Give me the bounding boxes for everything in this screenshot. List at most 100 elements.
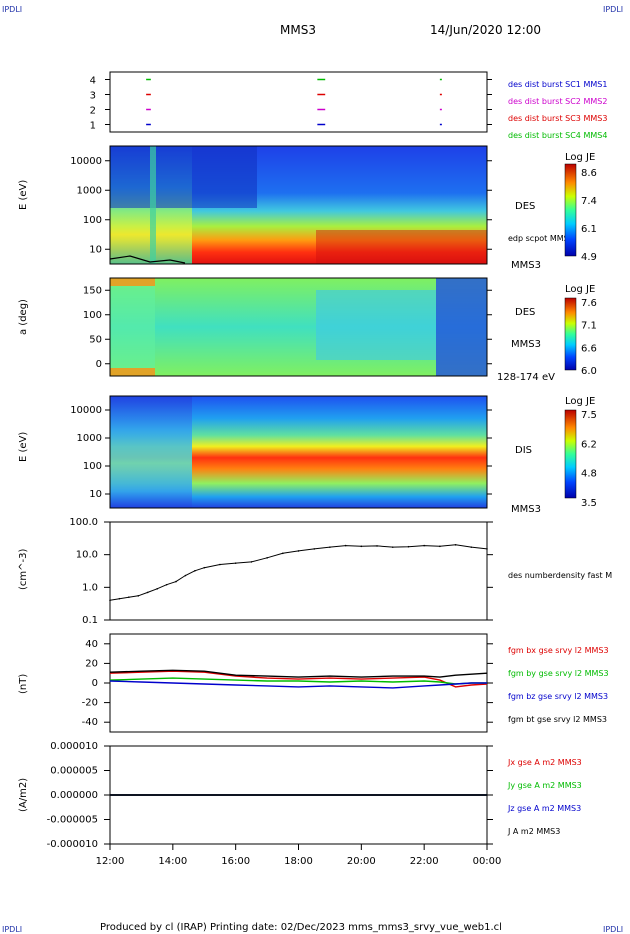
current-tick-label: 0.000005 [50, 766, 98, 777]
dis-energy-cb-tick: 3.5 [581, 498, 597, 509]
pitch-cb-tick: 7.6 [581, 298, 597, 309]
density-point [184, 574, 187, 577]
current-tick-label: 0.000010 [50, 741, 98, 752]
bfield-tick-label: -20 [82, 698, 98, 709]
pitch-tick-label: 0 [96, 359, 102, 370]
des-energy-label: DES [515, 201, 535, 212]
dis-energy-cb-tick: 4.8 [581, 469, 597, 480]
density-point [439, 545, 441, 548]
bfield-tick-label: 20 [85, 658, 98, 669]
dis-energy-tick-label: 100 [83, 461, 102, 472]
pitch-cb-tick: 6.0 [581, 366, 597, 377]
bfield-series-line [109, 677, 487, 685]
bfield-series-line [109, 670, 488, 688]
dis-energy-tick-label: 1000 [77, 433, 102, 444]
corner-label-bl: IPDLI [2, 925, 22, 934]
density-point [329, 546, 331, 548]
des-energy-cb-tick: 4.9 [581, 252, 597, 263]
burst-legend-entry: des dist burst SC2 MMS2 [508, 97, 607, 106]
density-point [376, 545, 378, 547]
dis-sc-label: MMS3 [511, 504, 541, 515]
current-tick-label: -0.000010 [47, 839, 98, 850]
panel-burst: 1 2 3 4 des dist burst SC1 MMS1 des dist bur… [90, 71, 607, 140]
dis-energy-tick-label: 10 [89, 489, 102, 500]
x-tick-label: 12:00 [96, 856, 125, 867]
burst-tick-label: 4 [90, 76, 96, 87]
bfield-tick-label: 0 [92, 678, 98, 689]
des-energy-cb-tick: 8.6 [581, 168, 597, 179]
density-legend-entry: des numberdensity fast M [508, 571, 612, 580]
des-energy-ylabel: E (eV) [18, 180, 29, 210]
density-point [137, 595, 140, 597]
pitch-des-label: DES [515, 307, 535, 318]
panel-dis-energy: E (eV) 10 100 1000 10000 DIS MMS3 Log JE 7.… [18, 395, 597, 515]
bfield-series-line [109, 669, 488, 678]
density-tick-label: 0.1 [82, 615, 98, 626]
pitch-tick-label: 50 [89, 334, 102, 345]
dis-energy-cb-tick: 7.5 [581, 410, 597, 421]
current-ylabel: (A/m2) [18, 778, 29, 812]
density-point [146, 591, 149, 594]
des-energy-tick-label: 10 [89, 244, 102, 255]
density-point [486, 548, 488, 550]
footer-text: Produced by cl (IRAP) Printing date: 02/… [100, 922, 502, 933]
burst-tick-label: 1 [90, 121, 96, 132]
pitch-ylabel: a (deg) [18, 299, 29, 335]
current-legend-entry: Jx gse A m2 MMS3 [507, 758, 582, 767]
density-point [281, 552, 284, 555]
dis-cb-title: Log JE [565, 396, 595, 407]
des-energy-tick-label: 10000 [70, 156, 102, 167]
density-point [194, 570, 196, 572]
corner-label-tl: IPDLI [2, 5, 22, 14]
burst-tick-label: 2 [90, 106, 96, 117]
density-ylabel: (cm^-3) [18, 549, 29, 590]
panel-des-energy: E (eV) 10 100 1000 10000 DES edp scpot MMS3… [18, 145, 597, 271]
density-point [391, 546, 394, 548]
spacecraft-title: MMS3 [280, 23, 316, 37]
bfield-tick-label: 40 [85, 639, 98, 650]
burst-legend-entry: des dist burst SC3 MMS3 [508, 114, 607, 123]
pitch-sc-label: MMS3 [511, 339, 541, 350]
density-point [407, 545, 410, 548]
density-point [344, 544, 347, 547]
des-energy-cb-title: Log JE [565, 152, 595, 163]
burst-legend-entry: des dist burst SC4 MMS4 [508, 131, 607, 140]
dis-energy-ylabel: E (eV) [18, 432, 29, 462]
current-legend-entry: J A m2 MMS3 [507, 827, 560, 836]
bfield-ylabel: (nT) [18, 674, 29, 694]
burst-tick-label: 3 [90, 91, 96, 102]
datetime-title: 14/Jun/2020 12:00 [430, 23, 541, 37]
density-point [203, 566, 206, 569]
bfield-tick-label: -40 [82, 717, 98, 728]
density-point [128, 596, 130, 598]
x-tick-label: 18:00 [284, 856, 313, 867]
dis-energy-cb-tick: 6.2 [581, 439, 597, 450]
density-point [297, 550, 300, 552]
panel-current: (A/m2) -0.000010 -0.000005 0.000000 0.00000… [18, 741, 582, 850]
density-point [156, 588, 158, 590]
density-point [109, 599, 111, 602]
bfield-legend-entry: fgm bx gse srvy l2 MMS3 [508, 646, 609, 655]
bfield-legend-entry: fgm by gse srvy l2 MMS3 [508, 669, 609, 678]
x-tick-label: 14:00 [158, 856, 187, 867]
bfield-legend-entry: fgm bz gse srvy l2 MMS3 [508, 692, 608, 701]
density-point [118, 597, 121, 600]
des-energy-cb-tick: 7.4 [581, 196, 597, 207]
density-point [165, 583, 168, 586]
bfield-series-line [109, 680, 487, 689]
pitch-cb-tick: 6.6 [581, 343, 597, 354]
pitch-tick-label: 100 [83, 310, 102, 321]
x-tick-label: 20:00 [347, 856, 376, 867]
density-point [234, 562, 237, 564]
density-tick-label: 100.0 [69, 517, 98, 528]
des-energy-sc-label: MMS3 [511, 260, 541, 271]
density-tick-label: 1.0 [82, 582, 98, 593]
current-tick-label: -0.000005 [47, 815, 98, 826]
density-point [454, 544, 457, 546]
des-energy-tick-label: 100 [83, 215, 102, 226]
current-legend-entry: Jy gse A m2 MMS3 [507, 781, 582, 790]
panel-bfield: (nT) -40 -20 0 20 40 fgm bx gse srvy l2 MMS3… [18, 633, 609, 733]
pitch-tick-label: 150 [83, 285, 102, 296]
des-energy-tick-label: 1000 [77, 185, 102, 196]
